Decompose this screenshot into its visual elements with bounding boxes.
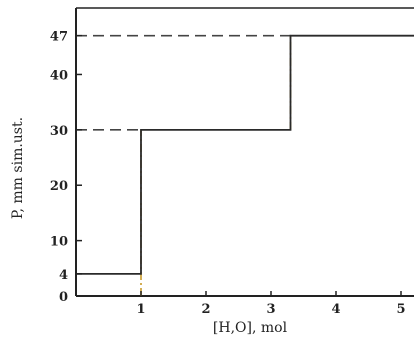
y-axis-ticks: 0 4 10 20 30 40 47 — [50, 30, 82, 305]
x-axis-label: [H,O], mol — [213, 320, 288, 336]
y-tick-label: 10 — [50, 235, 68, 250]
x-axis-ticks: 1 2 3 4 5 — [136, 291, 406, 317]
y-tick-label: 40 — [50, 68, 68, 83]
series-line-1 — [76, 34, 414, 275]
y-axis-label: P, mm sim.ust. — [10, 117, 26, 219]
y-tick-label: 0 — [59, 290, 68, 305]
y-tick-label: 20 — [50, 179, 68, 194]
x-tick-label: 3 — [266, 302, 275, 317]
x-tick-label: 2 — [201, 302, 210, 317]
y-tick-label: 4 — [59, 268, 68, 283]
x-tick-label: 1 — [136, 302, 145, 317]
x-tick-label: 4 — [331, 302, 340, 317]
y-tick-label: 47 — [50, 30, 68, 45]
guide-lines — [76, 34, 292, 296]
plot-frame — [75, 7, 414, 297]
y-tick-label: 30 — [50, 124, 68, 139]
series — [76, 34, 414, 275]
x-tick-label: 5 — [396, 302, 405, 317]
